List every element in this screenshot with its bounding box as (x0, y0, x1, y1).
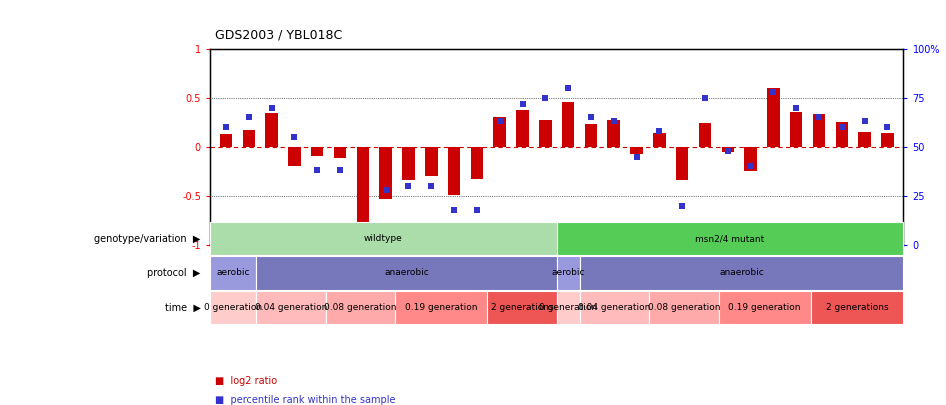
Bar (242, 130, 255, 147)
Bar (425, 147, 438, 176)
Bar (219, 134, 233, 147)
Bar (630, 147, 643, 153)
Text: anaerobic: anaerobic (384, 269, 429, 277)
Text: 0.08 generation: 0.08 generation (324, 303, 396, 312)
Bar (357, 147, 369, 230)
Bar (539, 120, 552, 147)
Bar (494, 117, 506, 147)
Bar (470, 147, 483, 179)
Bar (562, 102, 574, 147)
Text: 0 generation: 0 generation (204, 303, 262, 312)
Text: 0.19 generation: 0.19 generation (728, 303, 801, 312)
Text: ■  percentile rank within the sample: ■ percentile rank within the sample (215, 395, 395, 405)
Bar (289, 147, 301, 166)
Text: 0.19 generation: 0.19 generation (405, 303, 478, 312)
Bar (790, 113, 802, 147)
Text: 2 generations: 2 generations (491, 303, 553, 312)
Text: GDS2003 / YBL018C: GDS2003 / YBL018C (215, 28, 342, 41)
Bar (699, 123, 711, 147)
Text: time  ▶: time ▶ (165, 303, 201, 312)
Bar (311, 147, 324, 156)
Text: 2 generations: 2 generations (826, 303, 888, 312)
Text: 0 generation: 0 generation (539, 303, 597, 312)
Text: wildtype: wildtype (364, 234, 403, 243)
Bar (402, 147, 414, 180)
Text: ■  log2 ratio: ■ log2 ratio (215, 376, 277, 386)
Text: genotype/variation  ▶: genotype/variation ▶ (95, 234, 201, 243)
Text: aerobic: aerobic (552, 269, 585, 277)
Text: aerobic: aerobic (217, 269, 250, 277)
Bar (813, 114, 825, 147)
Bar (745, 147, 757, 171)
Bar (675, 147, 689, 180)
Bar (447, 147, 461, 195)
Bar (379, 147, 392, 199)
Bar (881, 133, 894, 147)
Text: 0.08 generation: 0.08 generation (648, 303, 720, 312)
Text: anaerobic: anaerobic (719, 269, 764, 277)
Bar (265, 113, 278, 147)
Bar (722, 147, 734, 152)
Text: 0.04 generation: 0.04 generation (254, 303, 327, 312)
Bar (835, 122, 849, 147)
Bar (585, 124, 597, 147)
Text: protocol  ▶: protocol ▶ (148, 268, 201, 278)
Bar (767, 88, 780, 147)
Bar (858, 132, 871, 147)
Bar (334, 147, 346, 158)
Bar (653, 133, 666, 147)
Text: msn2/4 mutant: msn2/4 mutant (695, 234, 764, 243)
Text: 0.04 generation: 0.04 generation (578, 303, 651, 312)
Bar (517, 111, 529, 147)
Bar (607, 120, 620, 147)
